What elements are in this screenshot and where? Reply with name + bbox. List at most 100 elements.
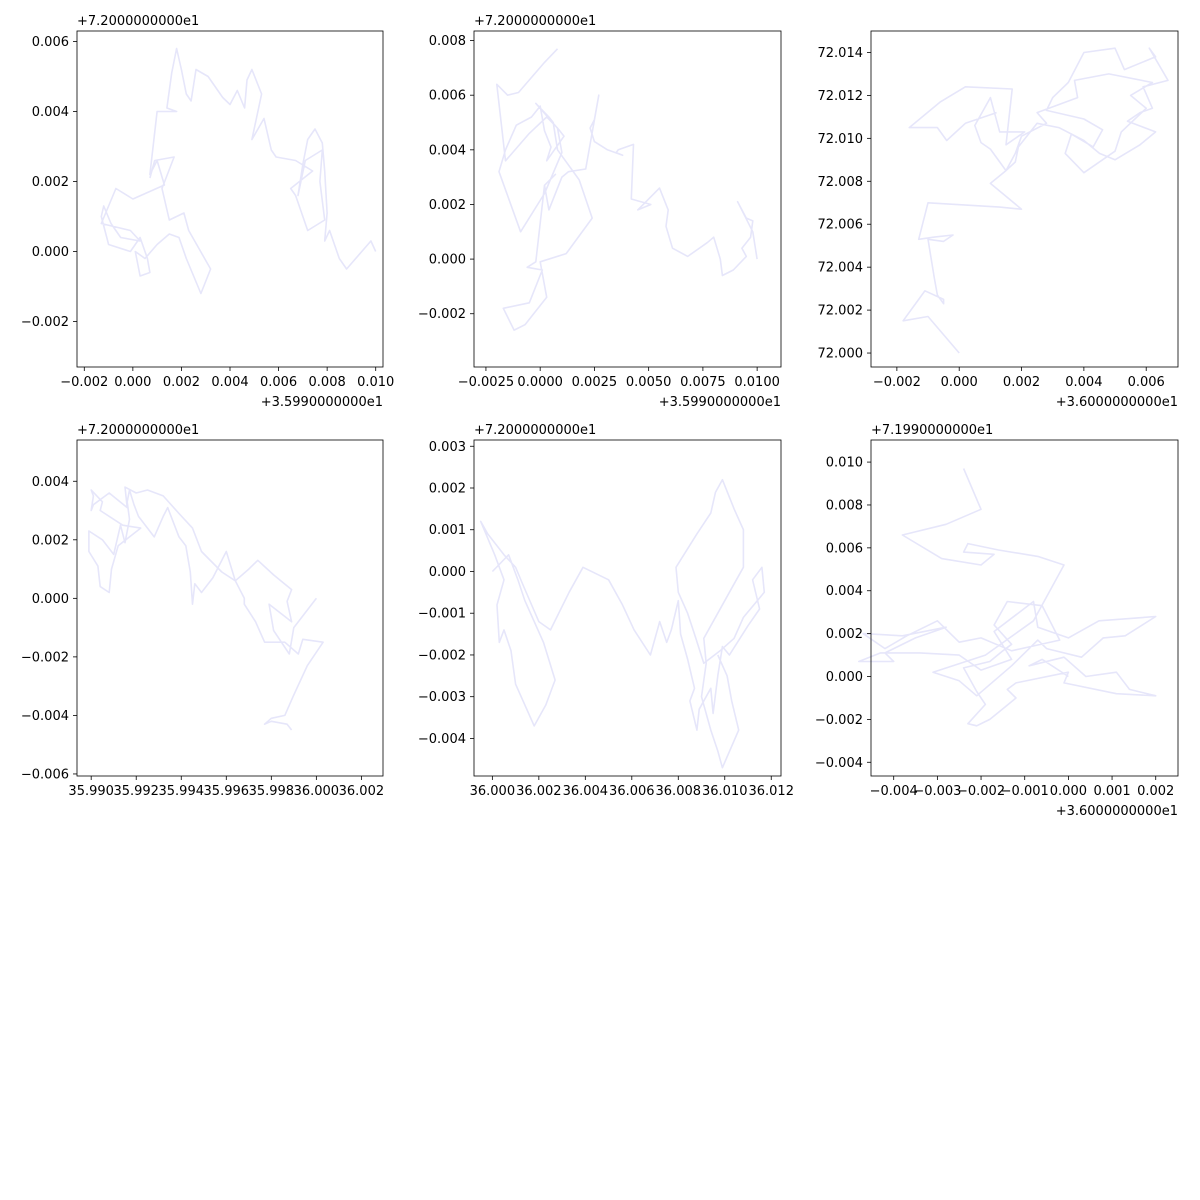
x-tick-label: 36.002 (339, 784, 385, 799)
y-tick-label: 0.004 (429, 143, 466, 158)
y-tick-label: 72.008 (818, 175, 864, 190)
y-tick-label: 0.008 (429, 34, 466, 49)
y-tick-label: 0.004 (32, 475, 69, 490)
y-tick-label: 0.002 (429, 198, 466, 213)
subplot-5: 36.000 36.002 36.004 36.006 36.008 36.010 36.0… (418, 423, 794, 799)
x-tick-label: −0.003 (913, 784, 961, 799)
x-tick-label: 36.008 (656, 784, 702, 799)
y-tick-label: 0.002 (826, 627, 863, 642)
y-tick-label: 72.000 (818, 347, 864, 362)
series-line-5-1 (479, 478, 766, 769)
x-tick-label: 36.000 (470, 784, 516, 799)
series-line-3-1 (902, 47, 1169, 354)
x-tick-label: 0.004 (211, 375, 248, 390)
y-tick-label: 72.014 (818, 46, 864, 61)
x-tick-label: 0.002 (163, 375, 200, 390)
axes-frame (473, 30, 782, 368)
y-tick-label: 72.002 (818, 304, 864, 319)
series-line-4-1 (88, 486, 324, 731)
y-tick-label: −0.002 (21, 315, 69, 330)
y-tick-label: 0.000 (32, 592, 69, 607)
x-offset-text: +3.6000000000e1 (1056, 804, 1178, 819)
axes-frame (473, 439, 782, 777)
y-tick-label: 0.006 (32, 35, 69, 50)
x-tick-label: 0.000 (941, 375, 978, 390)
x-tick-label: 36.004 (563, 784, 609, 799)
x-tick-label: 0.0000 (517, 375, 563, 390)
y-tick-label: −0.002 (418, 307, 466, 322)
y-tick-label: −0.006 (21, 767, 69, 782)
x-tick-label: 0.006 (1128, 375, 1165, 390)
x-tick-label: 0.0050 (626, 375, 672, 390)
x-tick-label: 35.998 (249, 784, 295, 799)
y-tick-label: 0.000 (429, 565, 466, 580)
y-tick-label: −0.002 (815, 713, 863, 728)
y-tick-label: −0.001 (418, 607, 466, 622)
y-tick-label: 0.004 (826, 584, 863, 599)
x-tick-label: 0.000 (1050, 784, 1087, 799)
y-offset-text: +7.2000000000e1 (77, 14, 199, 29)
x-offset-text: +3.5990000000e1 (659, 395, 781, 410)
y-tick-label: 72.006 (818, 218, 864, 233)
axes-frame (76, 30, 384, 368)
x-tick-label: 36.006 (609, 784, 655, 799)
x-tick-label: −0.0025 (458, 375, 514, 390)
y-tick-label: −0.002 (21, 650, 69, 665)
y-tick-label: 0.006 (826, 541, 863, 556)
axes-frame (870, 30, 1179, 368)
subplot-4: 35.990 35.992 35.994 35.996 35.998 36.000 36.0… (21, 423, 384, 799)
y-tick-label: −0.004 (21, 709, 69, 724)
y-tick-label: 0.000 (32, 245, 69, 260)
x-tick-label: 36.012 (748, 784, 794, 799)
x-tick-label: −0.002 (60, 375, 108, 390)
y-tick-label: 0.000 (429, 253, 466, 268)
y-tick-label: 0.004 (32, 105, 69, 120)
x-tick-label: 0.002 (1003, 375, 1040, 390)
y-tick-label: 0.001 (429, 523, 466, 538)
series-line-6-1 (857, 468, 1157, 727)
x-tick-label: 0.004 (1065, 375, 1102, 390)
x-tick-label: 0.0025 (572, 375, 618, 390)
subplot-6: −0.004−0.003−0.002−0.001 0.000 0.001 0.002−… (815, 423, 1179, 819)
y-tick-label: 0.002 (32, 175, 69, 190)
x-tick-label: −0.002 (873, 375, 921, 390)
x-tick-label: 0.0075 (680, 375, 726, 390)
subplot-2: −0.0025 0.0000 0.0025 0.0050 0.0075 0.0100 −0.… (418, 14, 782, 410)
x-tick-label: 36.002 (516, 784, 562, 799)
y-tick-label: −0.003 (418, 690, 466, 705)
y-tick-label: −0.004 (418, 732, 466, 747)
y-tick-label: 0.003 (429, 440, 466, 455)
y-tick-label: 72.004 (818, 261, 864, 276)
x-tick-label: 36.010 (702, 784, 748, 799)
x-offset-text: +3.5990000000e1 (261, 395, 383, 410)
x-tick-label: 0.006 (260, 375, 297, 390)
x-tick-label: 35.990 (68, 784, 114, 799)
x-tick-label: 0.000 (114, 375, 151, 390)
x-tick-label: 0.001 (1093, 784, 1130, 799)
x-tick-label: 35.992 (113, 784, 159, 799)
x-tick-label: 35.996 (204, 784, 250, 799)
y-offset-text: +7.1990000000e1 (871, 423, 993, 438)
y-offset-text: +7.2000000000e1 (474, 423, 596, 438)
y-tick-label: 0.002 (429, 482, 466, 497)
subplot-3: −0.002 0.000 0.002 0.004 0.006 72.000 72.002 72… (818, 30, 1179, 410)
y-tick-label: 0.002 (32, 533, 69, 548)
x-tick-label: −0.004 (870, 784, 918, 799)
series-line-2-1 (495, 48, 758, 331)
subplot-1: −0.002 0.000 0.002 0.004 0.006 0.008 0.010 −0.0… (21, 14, 394, 410)
y-tick-label: 72.012 (818, 89, 864, 104)
x-tick-label: −0.001 (1001, 784, 1049, 799)
x-tick-label: 36.000 (294, 784, 340, 799)
x-tick-label: 0.002 (1137, 784, 1174, 799)
y-tick-label: 0.000 (826, 670, 863, 685)
x-tick-label: 0.010 (357, 375, 394, 390)
x-offset-text: +3.6000000000e1 (1056, 395, 1178, 410)
y-offset-text: +7.2000000000e1 (474, 14, 596, 29)
axes-frame (76, 439, 384, 777)
x-tick-label: 0.008 (309, 375, 346, 390)
x-tick-label: 0.0100 (734, 375, 780, 390)
y-tick-label: 0.010 (826, 456, 863, 471)
series-line-1-1 (100, 47, 377, 295)
y-offset-text: +7.2000000000e1 (77, 423, 199, 438)
